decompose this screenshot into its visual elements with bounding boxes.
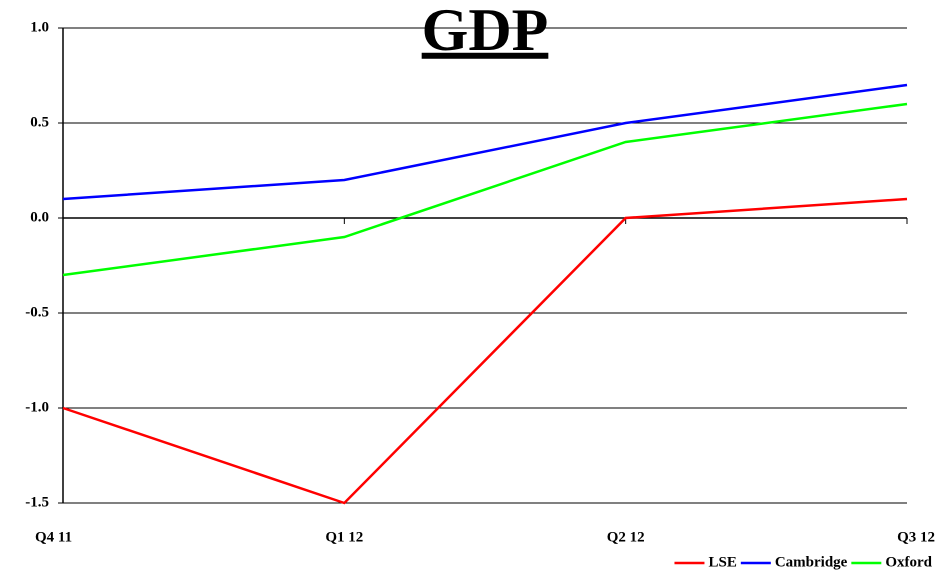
data-line (62, 102, 908, 277)
data-line (62, 197, 908, 505)
data-line (62, 83, 908, 201)
legend-label: Cambridge (775, 554, 848, 570)
chart-title: GDP (422, 0, 549, 63)
y-tick-label: 0.0 (30, 209, 49, 225)
y-tick-label: 1.0 (30, 19, 49, 35)
y-tick-label: -0.5 (25, 304, 49, 320)
y-tick-label: -1.5 (25, 494, 49, 510)
x-tick-label: Q4 11 (35, 529, 72, 545)
y-tick-label: -1.0 (25, 399, 49, 415)
legend-label: LSE (708, 554, 736, 570)
legend-label: Oxford (885, 554, 932, 570)
x-tick-label: Q1 12 (325, 529, 363, 545)
x-tick-label: Q2 12 (607, 529, 645, 545)
x-tick-label: Q3 12 (897, 529, 935, 545)
y-tick-label: 0.5 (30, 114, 49, 130)
